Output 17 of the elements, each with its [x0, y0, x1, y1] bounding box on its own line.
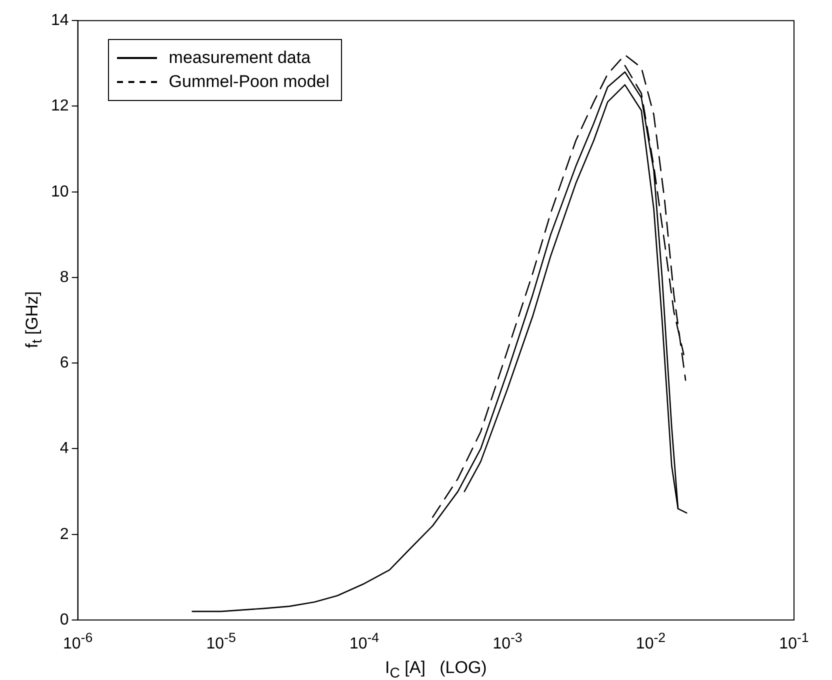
y-tick-label: 8	[60, 268, 69, 286]
y-tick-label: 10	[51, 183, 69, 200]
x-tick-label: 10$^{-4}$	[349, 630, 380, 654]
y-tick-label: 14	[51, 12, 69, 30]
y-tick-label: 12	[51, 98, 69, 115]
legend-label: Gummel-Poon model	[168, 70, 330, 93]
x-tick-label: 10$^{-1}$	[779, 630, 809, 654]
legend-label: measurement data	[168, 46, 311, 69]
x-tick-label: 10$^{-5}$	[206, 630, 236, 654]
y-tick-label: 4	[60, 440, 69, 458]
x-tick-label: 10$^{-2}$	[636, 630, 666, 654]
x-tick-label: 10$^{-3}$	[492, 630, 522, 654]
y-tick-label: 6	[60, 354, 69, 372]
y-tick-label: 2	[60, 526, 69, 543]
x-axis-title: I$_{C}$ [A] (LOG)	[384, 658, 488, 680]
y-tick-label: 0	[60, 611, 69, 628]
x-tick-label: 10$^{-6}$	[62, 630, 93, 654]
